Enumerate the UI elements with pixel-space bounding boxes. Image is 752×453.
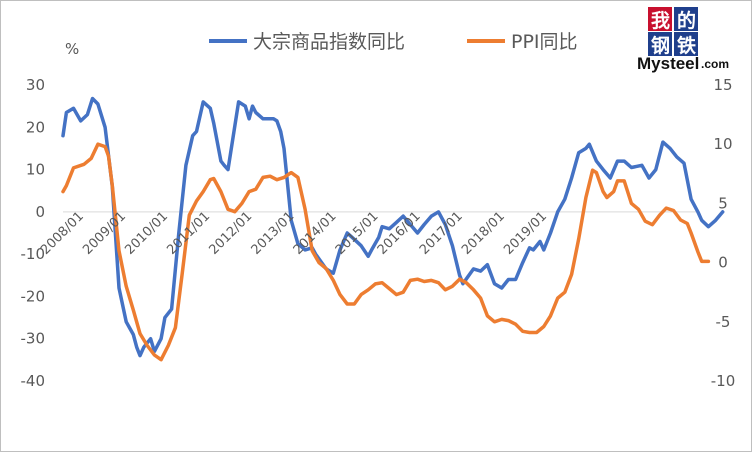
left-tick-label: -20 [21, 287, 46, 305]
right-tick-label: 10 [713, 135, 732, 153]
svg-text:的: 的 [677, 9, 696, 32]
left-tick-label: 20 [26, 118, 45, 136]
svg-text:我: 我 [651, 10, 670, 32]
legend-label-ppi: PPI同比 [511, 31, 578, 53]
x-tick-label: 2015/01 [333, 209, 382, 258]
x-tick-label: 2013/01 [249, 209, 298, 258]
x-tick-label: 2018/01 [459, 209, 508, 258]
legend-label-commodity-index: 大宗商品指数同比 [253, 31, 405, 53]
series-line-ppi [61, 142, 711, 362]
svg-text:.com: .com [701, 57, 729, 71]
right-tick-label: 0 [718, 254, 728, 272]
svg-text:铁: 铁 [677, 34, 696, 57]
x-tick-label: 2009/01 [80, 209, 129, 258]
x-tick-label: 2010/01 [122, 209, 171, 258]
right-tick-label: -5 [716, 313, 731, 331]
left-tick-label: 30 [26, 76, 45, 94]
left-axis-unit-label: % [65, 40, 79, 58]
left-tick-label: -40 [21, 372, 46, 390]
series-layer [61, 96, 725, 362]
right-tick-label: -10 [711, 372, 736, 390]
svg-text:钢: 钢 [651, 35, 670, 57]
legend: 大宗商品指数同比 PPI同比 [209, 31, 578, 53]
x-tick-label: 2012/01 [207, 209, 256, 258]
mysteel-logo: 我 的 钢 铁 Mysteel .com [637, 7, 729, 73]
left-tick-label: -10 [21, 245, 46, 263]
series-line-commodity-index [61, 96, 725, 358]
right-tick-label: 5 [718, 194, 728, 212]
left-tick-label: 10 [26, 161, 45, 179]
left-axis: 30 20 10 0 -10 -20 -30 -40 [21, 76, 46, 390]
left-tick-label: 0 [35, 203, 45, 221]
right-tick-label: 15 [713, 76, 732, 94]
x-tick-label: 2008/01 [38, 209, 87, 258]
svg-text:Mysteel: Mysteel [637, 54, 699, 73]
right-axis: 15 10 5 0 -5 -10 [711, 76, 736, 390]
left-tick-label: -30 [21, 330, 46, 348]
